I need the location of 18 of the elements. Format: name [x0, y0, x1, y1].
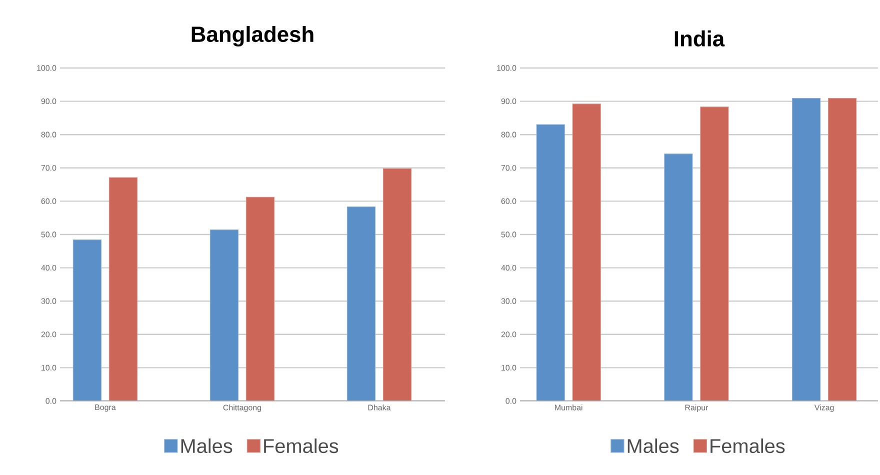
bar	[210, 230, 239, 401]
bar	[72, 240, 102, 401]
bar	[828, 98, 857, 401]
bar	[700, 106, 729, 401]
bar	[346, 206, 376, 401]
legend-label: Males	[628, 438, 679, 454]
bar	[382, 168, 412, 401]
bar	[108, 177, 138, 401]
bar	[536, 124, 565, 401]
chart-title: India	[674, 30, 725, 47]
legend-label: Females	[710, 438, 785, 454]
bar	[664, 154, 693, 401]
chart-title: Bangladesh	[192, 26, 314, 46]
bar	[572, 104, 601, 401]
bar	[246, 196, 275, 401]
bar	[792, 98, 821, 401]
legend-label: Males	[181, 438, 232, 454]
legend-label: Females	[264, 438, 338, 454]
